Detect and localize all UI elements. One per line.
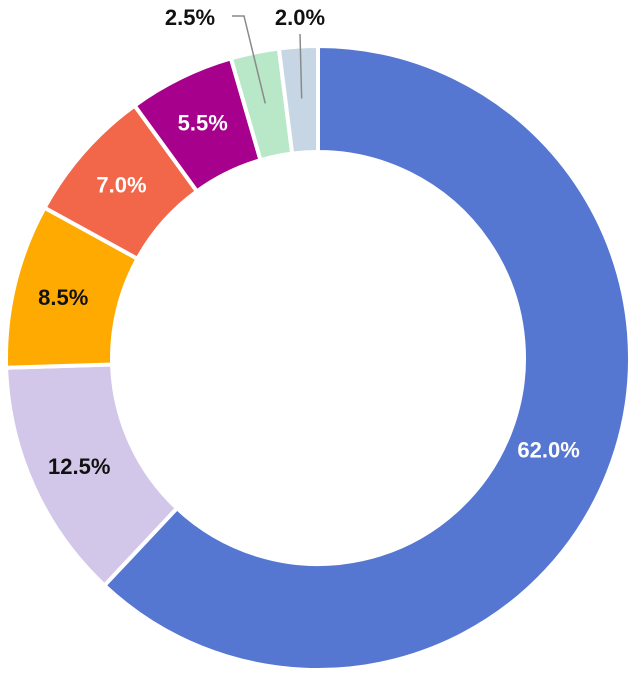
slice-label: 12.5% bbox=[48, 454, 110, 479]
slice-label: 2.5% bbox=[165, 5, 215, 30]
slice-label: 5.5% bbox=[178, 111, 228, 136]
donut-slices bbox=[4, 44, 632, 672]
slice-labels: 62.0% 12.5% 8.5% 7.0% 5.5% 2.5% 2.0% bbox=[38, 5, 580, 479]
slice-label: 2.0% bbox=[275, 5, 325, 30]
callout-line bbox=[232, 15, 267, 104]
slice-label: 7.0% bbox=[96, 173, 146, 198]
donut-slice bbox=[276, 44, 320, 156]
slice-label: 62.0% bbox=[517, 437, 579, 462]
callout-line bbox=[299, 33, 303, 99]
donut-slice bbox=[102, 44, 632, 672]
slice-label: 8.5% bbox=[38, 285, 88, 310]
